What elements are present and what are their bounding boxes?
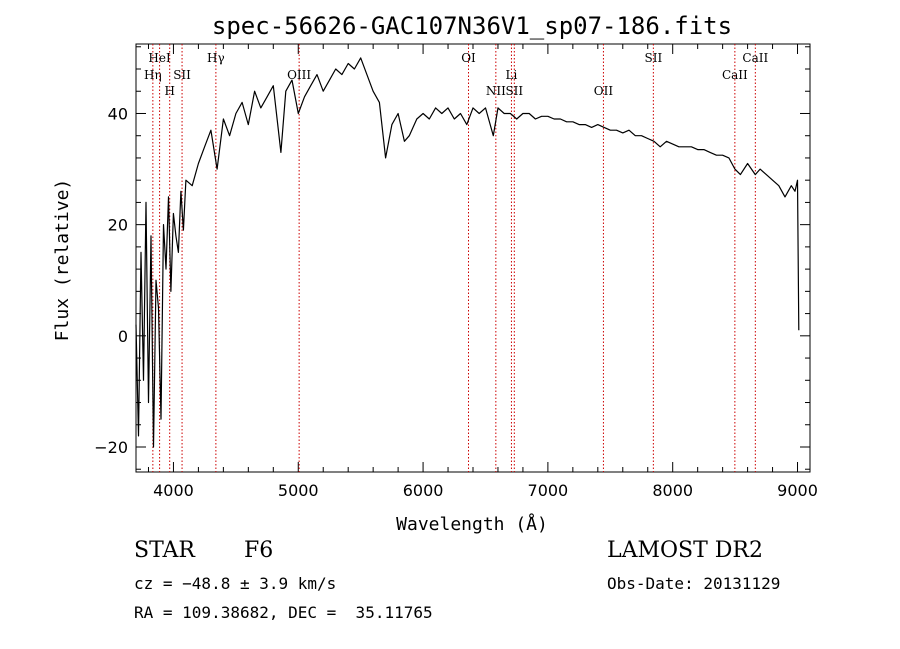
object-class: STAR: [134, 538, 195, 563]
redshift-velocity: cz = −48.8 ± 3.9 km/s: [134, 574, 337, 593]
y-tick-label: 20: [108, 216, 128, 235]
observation-date: Obs-Date: 20131129: [607, 574, 781, 593]
axes: 4000 5000 6000 7000 8000 9000 −20 0 20 40: [94, 43, 818, 500]
line-marker-label: Li: [506, 68, 518, 82]
y-axis-label: Flux (relative): [52, 179, 73, 342]
x-tick-label: 8000: [652, 481, 693, 500]
line-marker-label: Hη: [144, 68, 162, 82]
line-marker-label: OII: [594, 84, 614, 98]
line-marker-label: H: [164, 84, 174, 98]
object-subclass: F6: [244, 538, 274, 563]
line-marker-label: NII: [486, 84, 506, 98]
line-marker-label: OIII: [287, 68, 311, 82]
x-tick-label: 5000: [278, 481, 319, 500]
y-tick-label: 40: [108, 104, 128, 123]
x-tick-label: 9000: [777, 481, 818, 500]
ra-dec-coordinates: RA = 109.38682, DEC = 35.11765: [134, 603, 433, 622]
y-tick-label: −20: [94, 438, 128, 457]
spectrum-line: [135, 57, 800, 448]
line-marker-label: SII: [173, 68, 191, 82]
y-tick-label: 0: [118, 327, 128, 346]
line-marker-label: OI: [461, 51, 476, 65]
spectrum-series: [135, 57, 800, 448]
line-marker-label: CaII: [722, 68, 748, 82]
line-marker-label: Hγ: [207, 51, 225, 65]
line-marker-label: HeI: [148, 51, 171, 65]
survey-name: LAMOST DR2: [607, 538, 763, 563]
x-tick-label: 4000: [153, 481, 194, 500]
x-axis-label: Wavelength (Å): [396, 513, 548, 535]
chart-title: spec-56626-GAC107N36V1_sp07-186.fits: [212, 12, 732, 40]
x-tick-label: 7000: [528, 481, 569, 500]
line-marker-label: CaII: [742, 51, 768, 65]
line-marker-label: SII: [505, 84, 523, 98]
line-marker-label: SII: [645, 51, 663, 65]
x-tick-label: 6000: [403, 481, 444, 500]
